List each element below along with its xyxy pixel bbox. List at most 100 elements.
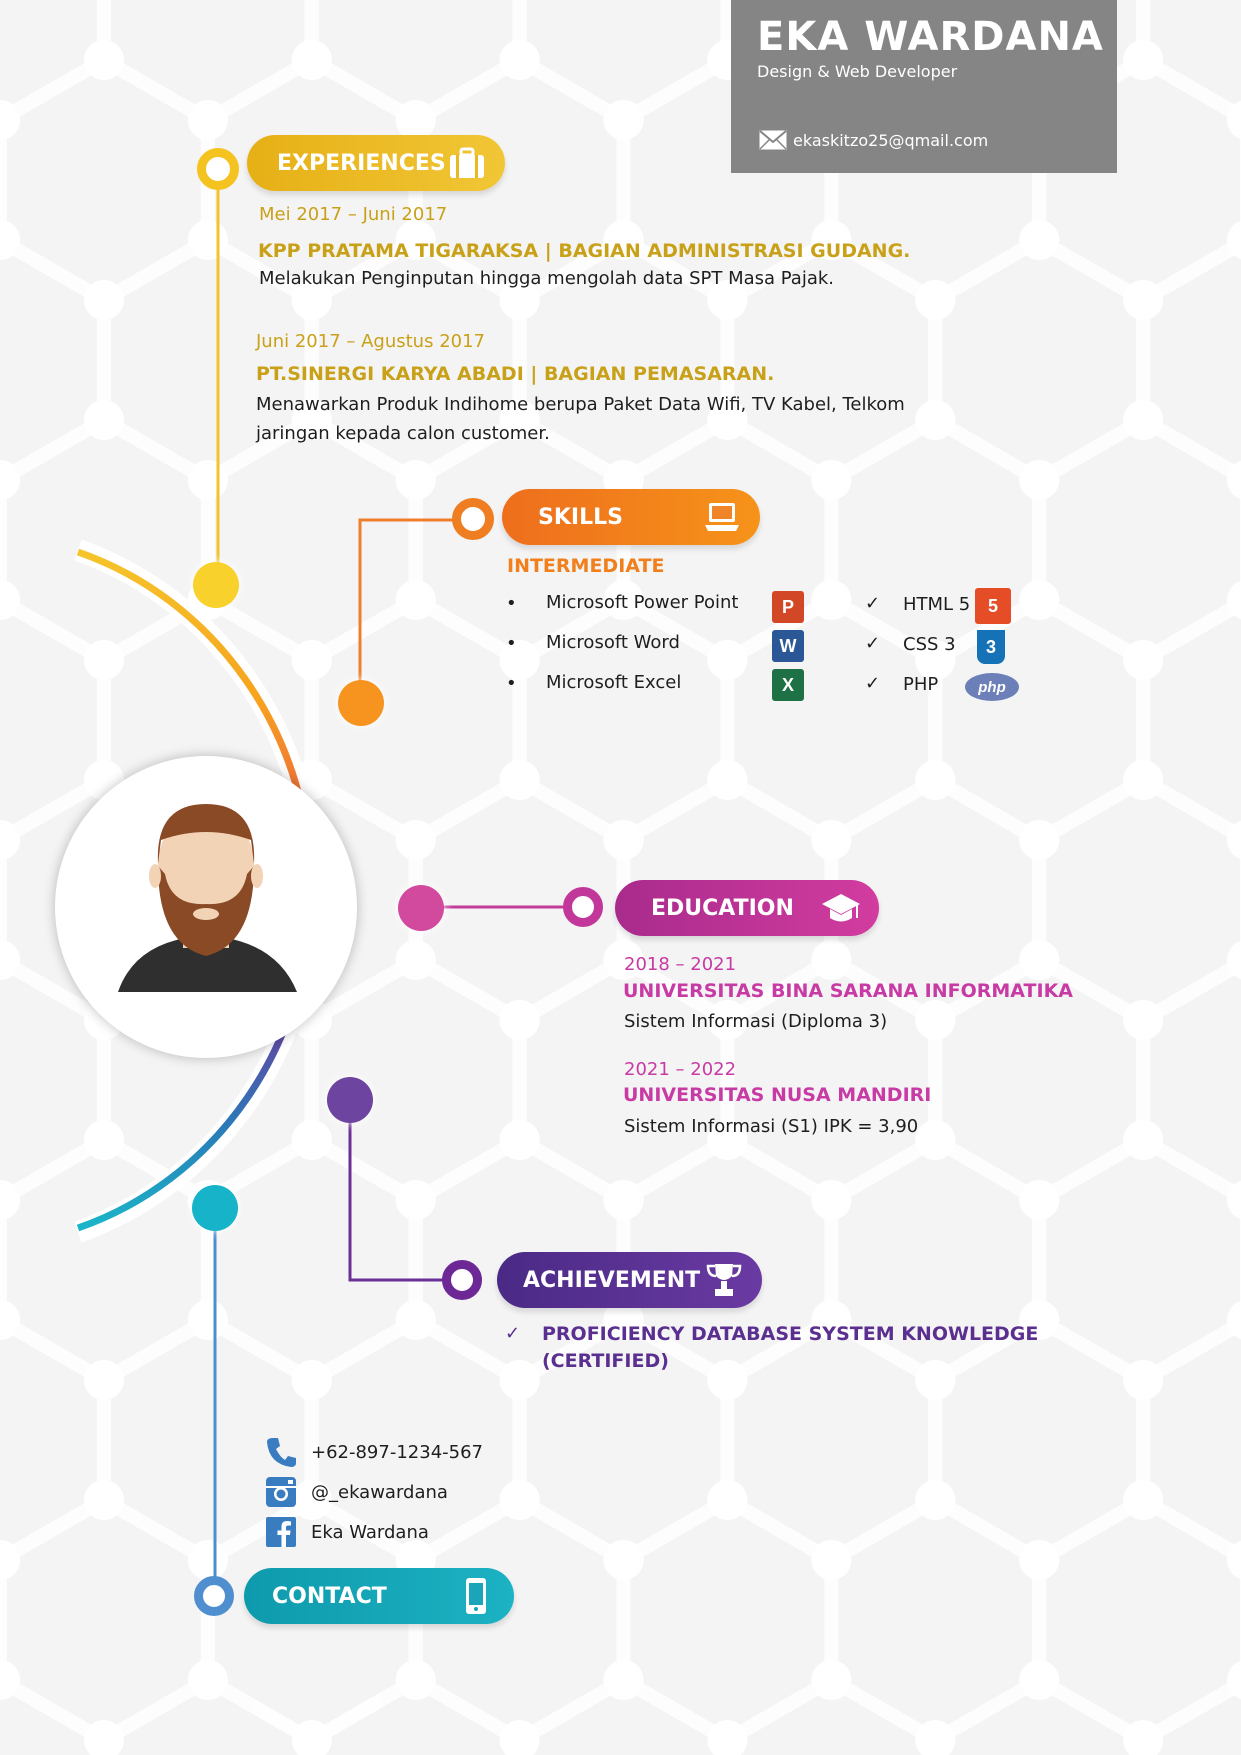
hex-dot — [291, 1480, 332, 1520]
hex-dot — [0, 940, 20, 980]
hex-dot — [1227, 940, 1241, 980]
hex-dot — [603, 220, 644, 260]
header-panel: EKA WARDANA Design & Web Developer ekask… — [731, 0, 1117, 173]
hex-dot — [0, 100, 20, 140]
hex-dot — [187, 100, 228, 140]
hex-dot — [395, 820, 436, 860]
hex-dot — [395, 1660, 436, 1700]
hex-dot — [915, 1480, 956, 1520]
person-role: Design & Web Developer — [757, 62, 958, 81]
education-1-desc: Sistem Informasi (Diploma 3) — [624, 1011, 888, 1032]
skills-header: SKILLS — [502, 489, 760, 545]
arc-node-contact — [192, 1185, 238, 1231]
hex-dot — [499, 40, 540, 80]
arc-node-skills — [338, 680, 384, 726]
bullet: • — [506, 633, 517, 654]
hex-dot — [811, 1660, 852, 1700]
hex-dot — [1019, 1540, 1060, 1580]
html5-icon: 5 — [975, 588, 1011, 624]
hex-dot — [707, 1480, 748, 1520]
experiences-header: EXPERIENCES — [247, 135, 505, 191]
hex-dot — [915, 400, 956, 440]
hex-dot — [499, 760, 540, 800]
word-icon: W — [772, 630, 804, 662]
education-header: EDUCATION — [615, 880, 879, 936]
skill-level: INTERMEDIATE — [507, 555, 665, 577]
hex-dot — [603, 1660, 644, 1700]
hex-dot — [1227, 820, 1241, 860]
avatar — [55, 756, 357, 1058]
hex-dot — [603, 580, 644, 620]
hex-dot — [1123, 760, 1164, 800]
hex-dot — [707, 1360, 748, 1400]
skill-php: PHP — [903, 674, 939, 695]
contact-instagram[interactable]: @_ekawardana — [311, 1482, 448, 1503]
hex-dot — [291, 1720, 332, 1755]
skill-word: Microsoft Word — [546, 632, 680, 653]
email-link[interactable]: ekaskitzo25@qmail.com — [793, 131, 989, 150]
hex-dot — [1123, 640, 1164, 680]
hex-dot — [707, 1000, 748, 1040]
contact-phone[interactable]: +62-897-1234-567 — [311, 1442, 483, 1463]
hex-dot — [915, 1120, 956, 1160]
hex-dot — [499, 1120, 540, 1160]
hex-dot — [811, 1300, 852, 1340]
hex-dot — [1019, 820, 1060, 860]
education-2-date: 2021 – 2022 — [624, 1059, 737, 1080]
experience-1-org: KPP PRATAMA TIGARAKSA | BAGIAN ADMINISTR… — [258, 240, 911, 262]
hex-dot — [915, 1360, 956, 1400]
hex-dot — [1019, 940, 1060, 980]
hex-dot — [603, 1300, 644, 1340]
hex-dot — [1019, 1660, 1060, 1700]
hex-dot — [83, 1360, 124, 1400]
arc-node-achievement — [327, 1077, 373, 1123]
achievement-node — [442, 1260, 482, 1300]
hex-dot — [603, 1180, 644, 1220]
achievement-line1: PROFICIENCY DATABASE SYSTEM KNOWLEDGE — [542, 1323, 1039, 1345]
achievement-title: ACHIEVEMENT — [523, 1267, 701, 1293]
hex-dot — [603, 940, 644, 980]
achievement-connector — [348, 1100, 462, 1282]
hex-dot — [83, 280, 124, 320]
person-name: EKA WARDANA — [757, 14, 1104, 60]
hex-dot — [1123, 1000, 1164, 1040]
hex-dot — [187, 1660, 228, 1700]
contact-facebook[interactable]: Eka Wardana — [311, 1522, 429, 1543]
hex-dot — [395, 940, 436, 980]
hex-dot — [499, 280, 540, 320]
hex-dot — [1227, 1300, 1241, 1340]
php-icon: php — [965, 673, 1019, 701]
hex-dot — [291, 280, 332, 320]
bullet: • — [506, 593, 517, 614]
hex-dot — [395, 580, 436, 620]
css3-icon: 3 — [977, 630, 1005, 664]
bearded-man-avatar — [118, 804, 297, 992]
hex-dot — [1227, 1540, 1241, 1580]
education-node — [563, 887, 603, 927]
hex-dot — [1123, 1720, 1164, 1755]
hex-dot — [1227, 100, 1241, 140]
hex-dot — [603, 100, 644, 140]
hex-dot — [1123, 1480, 1164, 1520]
hex-dot — [1227, 220, 1241, 260]
education-title: EDUCATION — [651, 895, 794, 921]
hex-dot — [811, 820, 852, 860]
experiences-node — [197, 148, 239, 190]
hex-dot — [1227, 1660, 1241, 1700]
hex-dot — [83, 640, 124, 680]
hex-dot — [915, 760, 956, 800]
powerpoint-icon: P — [772, 591, 804, 623]
hex-dot — [1227, 1180, 1241, 1220]
hex-dot — [83, 1480, 124, 1520]
hex-dot — [0, 1300, 20, 1340]
hex-dot — [1123, 40, 1164, 80]
hex-dot — [811, 580, 852, 620]
hex-dot — [395, 460, 436, 500]
hex-dot — [707, 1120, 748, 1160]
experience-1-date: Mei 2017 – Juni 2017 — [259, 204, 448, 225]
hex-dot — [1123, 1120, 1164, 1160]
hex-dot — [291, 400, 332, 440]
hex-dot — [395, 100, 436, 140]
experience-2-date: Juni 2017 – Agustus 2017 — [256, 331, 485, 352]
facebook-icon — [266, 1517, 296, 1547]
